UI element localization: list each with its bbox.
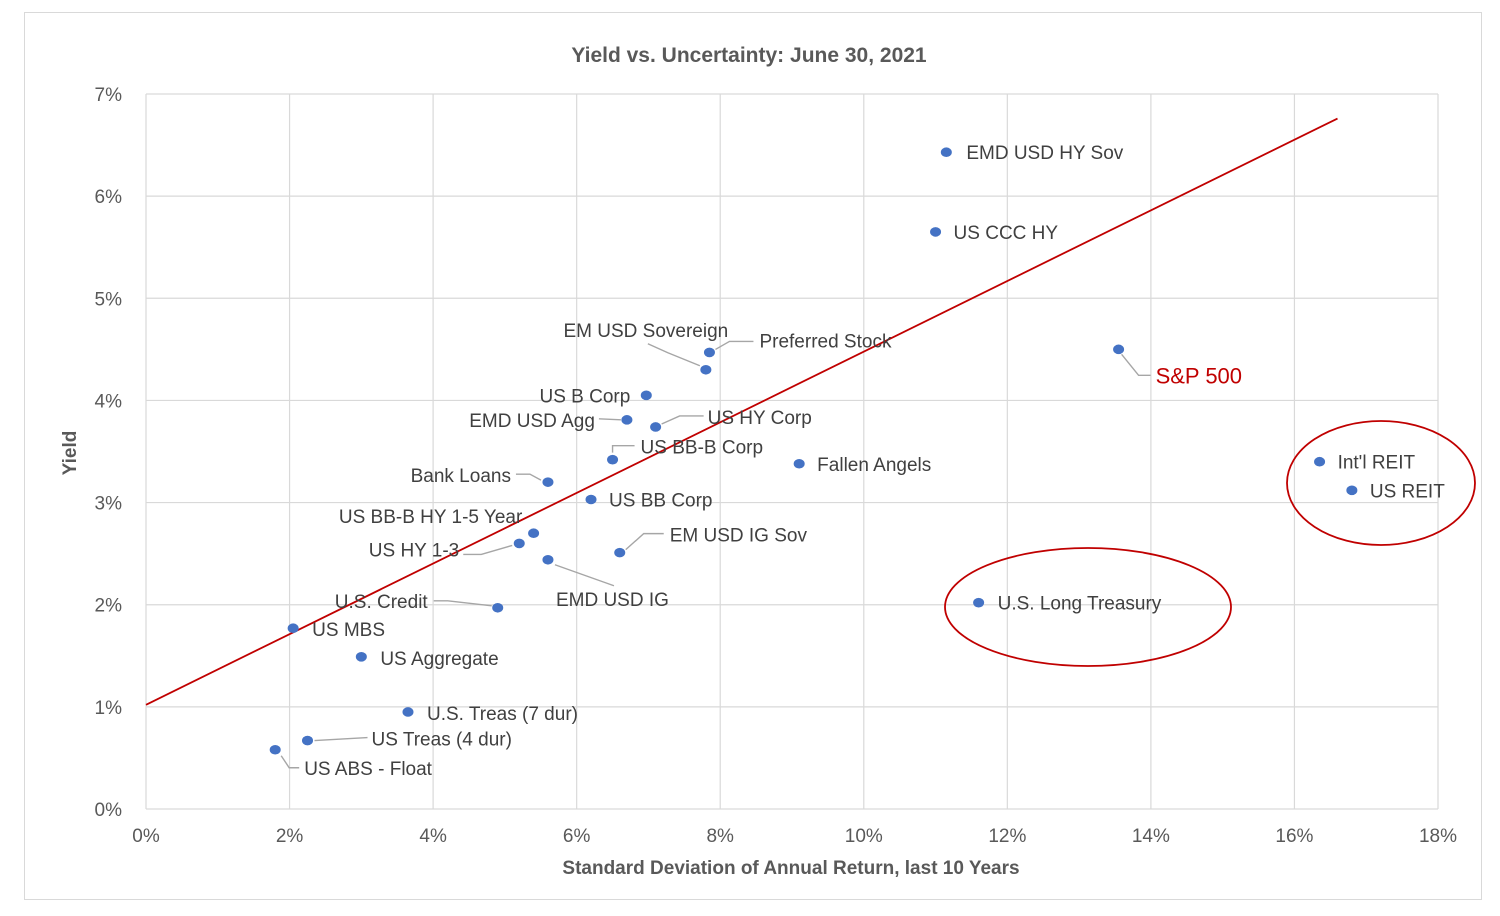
- leader-line: [715, 340, 754, 351]
- chart-frame: EMD USD HY Sov US CCC HY Preferred Stock EM…: [24, 12, 1482, 900]
- point-label: US BB-B HY 1-5 Year: [339, 507, 523, 528]
- point-label: U.S. Credit: [335, 592, 429, 613]
- point-label: US B Corp: [539, 386, 630, 407]
- point-label: Int'l REIT: [1338, 453, 1416, 474]
- leader-line: [433, 600, 492, 607]
- leader-line: [314, 736, 368, 742]
- point-label: US MBS: [312, 620, 385, 641]
- point-label: US BB-B Corp: [641, 438, 763, 459]
- data-point: [1113, 344, 1125, 355]
- x-axis-title: Standard Deviation of Annual Return, las…: [562, 858, 1019, 879]
- leader-line: [598, 418, 621, 421]
- y-tick-label: 2%: [95, 596, 123, 617]
- data-point: [402, 707, 414, 717]
- data-point: [542, 477, 554, 487]
- gridlines: [145, 93, 1439, 810]
- leader-line: [661, 415, 704, 425]
- leader-line: [647, 343, 701, 367]
- point-labels: EMD USD HY Sov US CCC HY Preferred Stock EM…: [304, 143, 1445, 780]
- x-tick-label: 18%: [1419, 826, 1457, 847]
- data-point: [528, 528, 540, 539]
- point-label: Bank Loans: [411, 466, 511, 487]
- x-tick-label: 8%: [706, 826, 734, 847]
- data-point: [930, 227, 942, 237]
- x-tick-label: 10%: [845, 826, 883, 847]
- data-point: [703, 347, 715, 358]
- data-point: [793, 458, 805, 469]
- data-point: [1314, 456, 1326, 467]
- y-tick-label: 5%: [95, 289, 123, 310]
- y-tick-label: 3%: [95, 494, 123, 515]
- point-label: US REIT: [1370, 481, 1445, 502]
- point-label: U.S. Long Treasury: [998, 594, 1162, 615]
- y-tick-label: 7%: [95, 85, 123, 106]
- point-label: U.S. Treas (7 dur): [427, 704, 578, 725]
- point-label: US ABS - Float: [304, 759, 432, 780]
- point-label: US CCC HY: [954, 223, 1059, 244]
- data-point: [287, 623, 299, 634]
- y-axis-title: Yield: [60, 431, 81, 476]
- point-label: S&P 500: [1156, 363, 1242, 388]
- point-label: US Treas (4 dur): [372, 730, 512, 751]
- x-tick-label: 14%: [1132, 826, 1170, 847]
- data-point: [355, 652, 367, 662]
- data-point: [269, 744, 281, 755]
- point-label: EMD USD IG: [556, 590, 669, 611]
- data-point: [973, 597, 985, 608]
- x-tick-label: 6%: [563, 826, 591, 847]
- data-point: [650, 422, 662, 432]
- data-point: [585, 494, 597, 505]
- highlight-circles: [944, 420, 1476, 667]
- leader-line: [463, 544, 513, 556]
- data-point: [302, 735, 313, 746]
- leader-line: [515, 473, 542, 481]
- x-tick-label: 12%: [988, 826, 1026, 847]
- x-tick-label: 0%: [132, 826, 160, 847]
- trendline: [145, 117, 1338, 706]
- y-tick-label: 1%: [95, 698, 123, 719]
- leader-line: [280, 755, 300, 769]
- y-tick-label: 4%: [95, 391, 123, 412]
- leader-line: [611, 444, 635, 453]
- chart-title: Yield vs. Uncertainty: June 30, 2021: [571, 44, 927, 67]
- x-tick-label: 2%: [276, 826, 304, 847]
- leader-line: [1121, 353, 1151, 377]
- x-tick-label: 4%: [419, 826, 447, 847]
- scatter-chart: EMD USD HY Sov US CCC HY Preferred Stock EM…: [60, 44, 1476, 879]
- point-label: US HY 1-3: [369, 540, 459, 561]
- leader-line: [554, 564, 615, 587]
- point-label: EMD USD Agg: [469, 411, 595, 432]
- data-point: [607, 454, 619, 465]
- point-label: US Aggregate: [380, 649, 498, 670]
- y-tick-label: 6%: [95, 187, 123, 208]
- trendline-layer: [145, 117, 1338, 706]
- data-point: [542, 554, 554, 565]
- data-point: [940, 147, 952, 158]
- point-label: US BB Corp: [609, 491, 712, 512]
- data-point: [513, 538, 525, 549]
- point-label: Preferred Stock: [759, 331, 891, 352]
- point-label: Fallen Angels: [817, 455, 931, 476]
- data-points: [269, 147, 1358, 755]
- point-label: US HY Corp: [708, 408, 812, 429]
- leader-lines: [280, 340, 1151, 769]
- leader-line: [625, 532, 664, 551]
- data-point: [614, 547, 626, 558]
- data-point: [640, 390, 652, 401]
- data-point: [621, 415, 633, 425]
- data-point: [700, 364, 712, 375]
- data-point: [492, 602, 504, 613]
- point-label: EMD USD HY Sov: [966, 143, 1123, 164]
- point-label: EM USD IG Sov: [670, 526, 808, 547]
- data-point: [1346, 485, 1358, 496]
- reit-circle: [1286, 420, 1476, 546]
- y-tick-label: 0%: [95, 800, 123, 821]
- x-tick-label: 16%: [1275, 826, 1313, 847]
- tick-labels: 0% 2% 4% 6% 8% 10% 12% 14% 16% 18% 0% 1% 2% 3% 4% 5% 6% 7…: [95, 85, 1458, 847]
- long-treasury-circle: [944, 547, 1232, 667]
- point-label: EM USD Sovereign: [563, 321, 728, 342]
